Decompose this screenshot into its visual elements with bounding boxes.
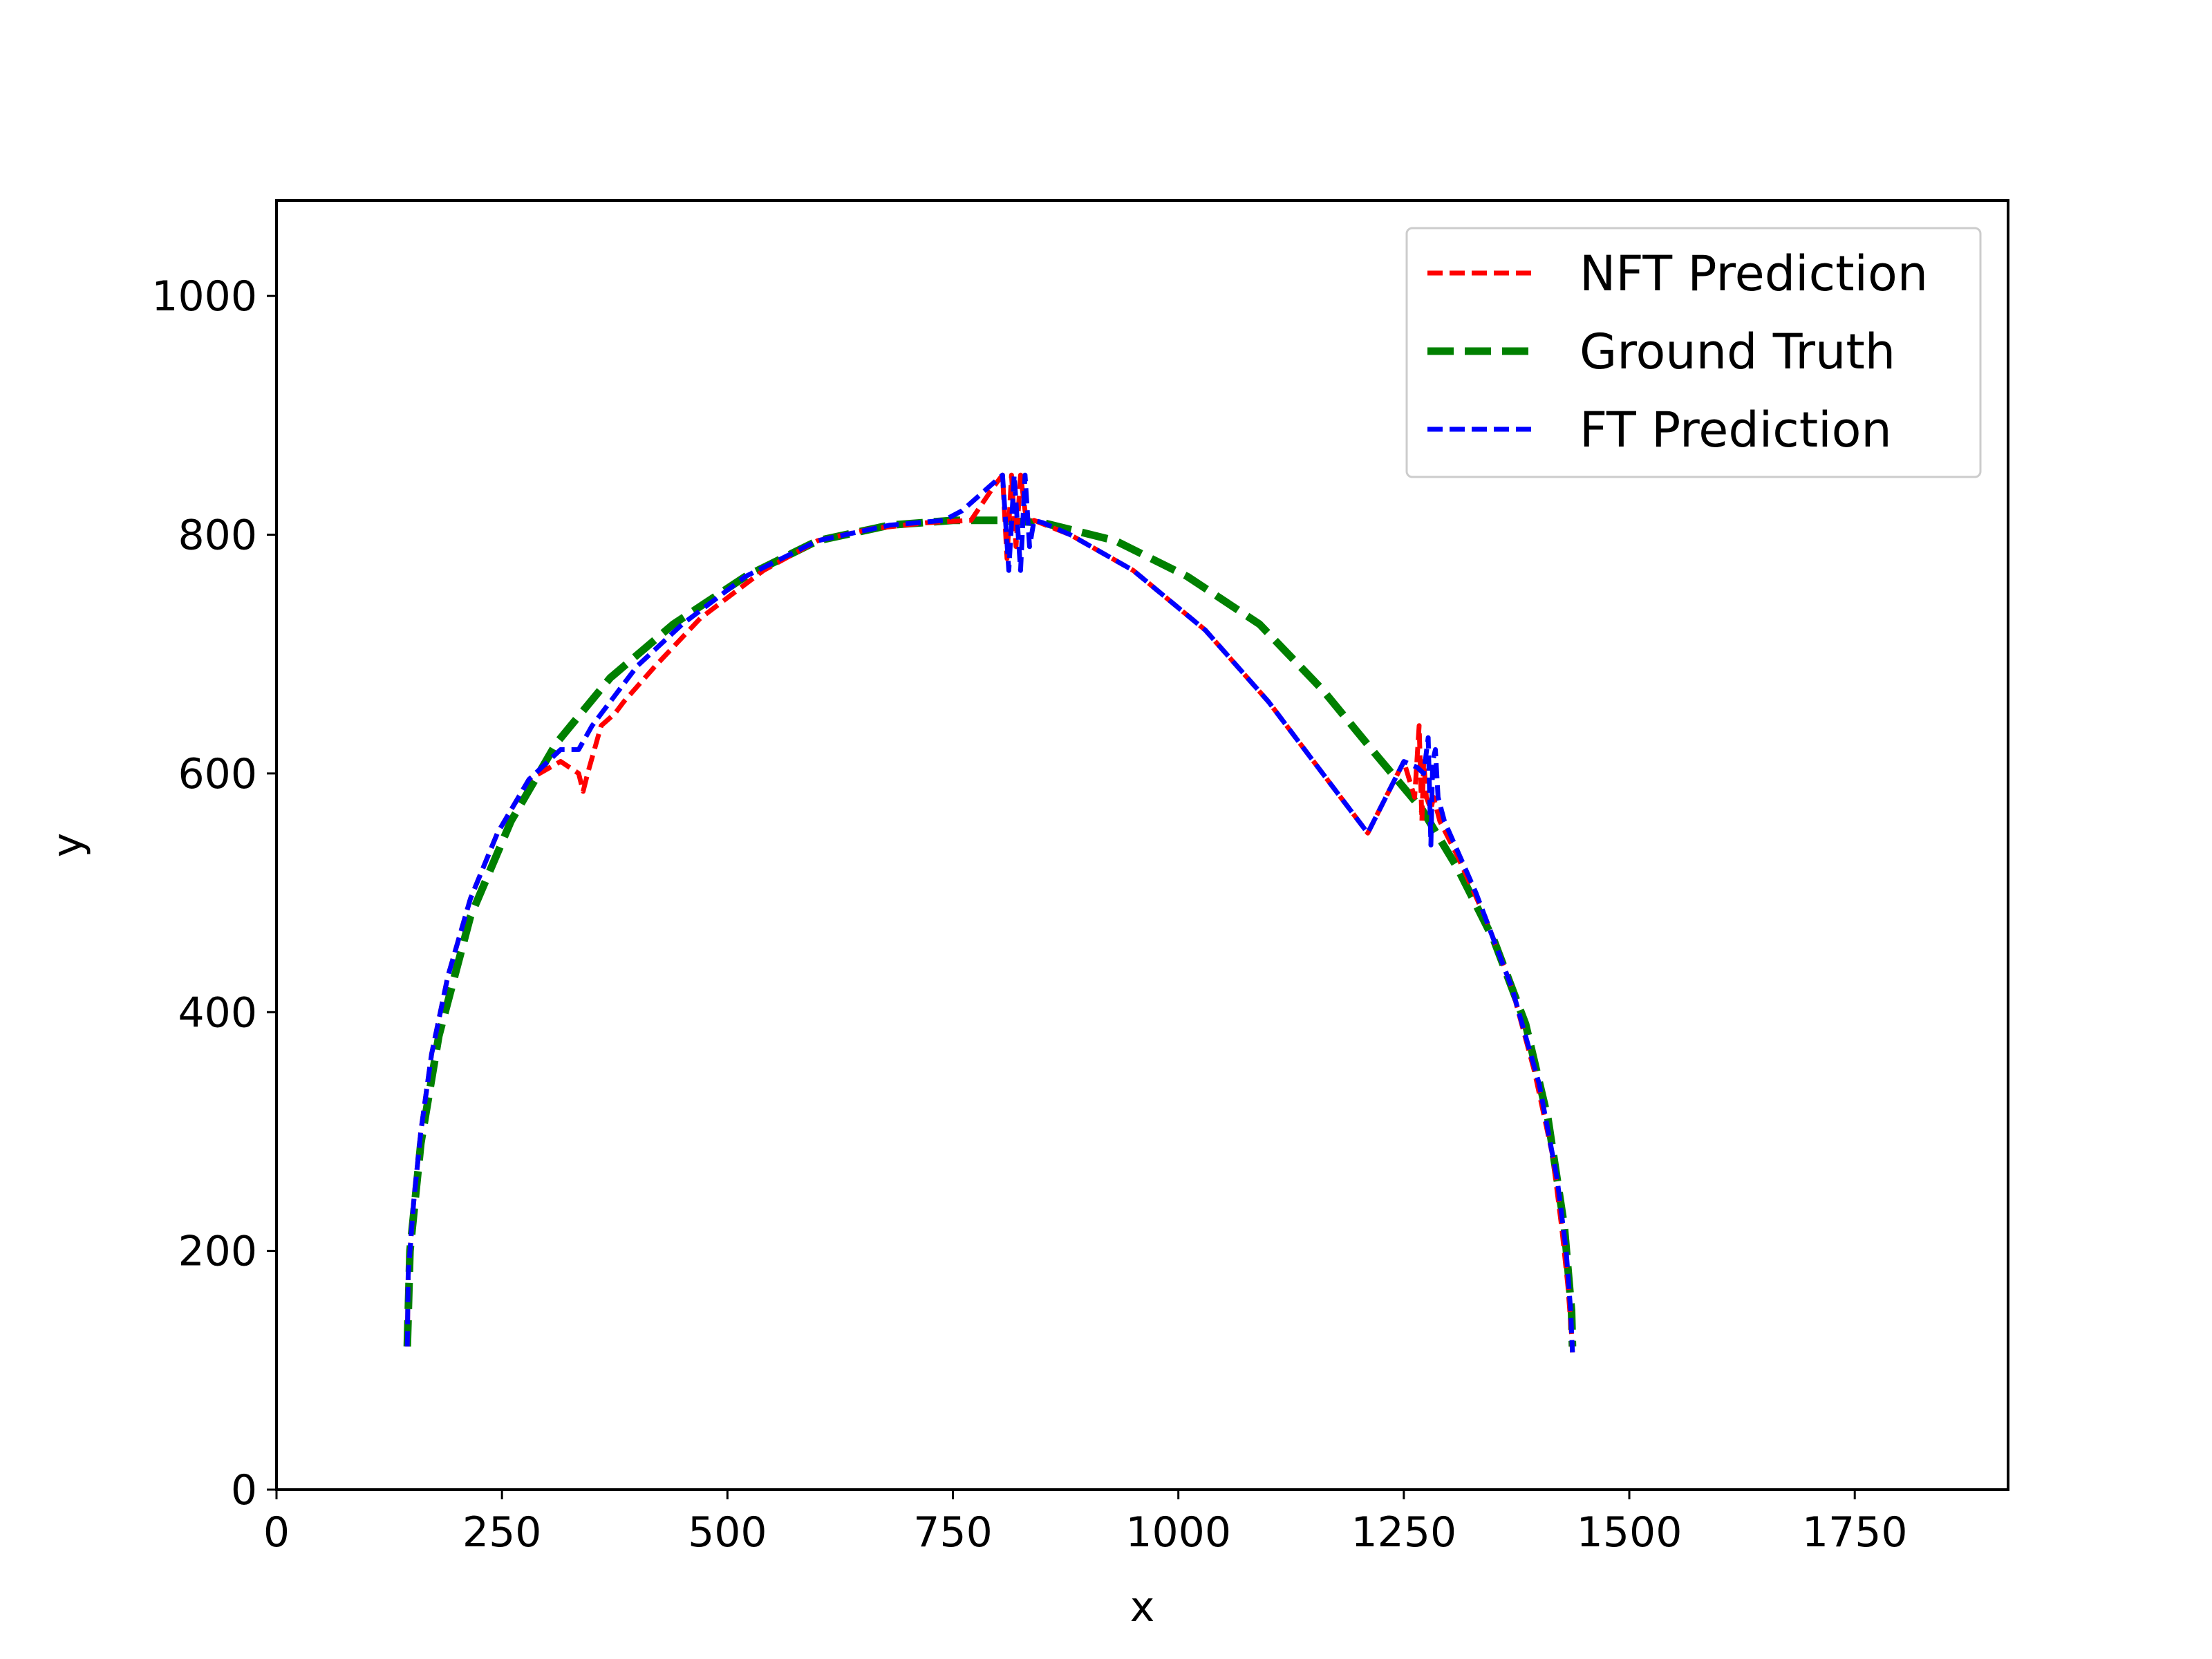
legend-label-ground-truth: Ground Truth (1580, 324, 1895, 380)
y-tick-label: 0 (231, 1466, 257, 1515)
x-axis-title: x (1130, 1583, 1155, 1631)
y-tick-label: 1000 (151, 272, 257, 321)
x-tick-label: 750 (913, 1508, 993, 1557)
x-tick-label: 250 (462, 1508, 542, 1557)
y-tick-label: 400 (178, 988, 257, 1037)
legend-item-ground-truth: Ground Truth (1427, 324, 1895, 380)
series-line-ft-prediction (404, 472, 1575, 1353)
x-tick-label: 1750 (1802, 1508, 1908, 1557)
y-tick-label: 600 (178, 750, 257, 798)
legend-item-ft: FT Prediction (1427, 402, 1892, 458)
x-tick-label: 1500 (1577, 1508, 1683, 1557)
x-tick-label: 0 (263, 1508, 290, 1557)
axis-ticks: 0 250 500 750 1000 1250 1500 1750 0 200 400 600 800 1… (151, 272, 1907, 1557)
y-tick-label: 200 (178, 1228, 257, 1276)
series-line-nft-prediction (404, 472, 1575, 1353)
y-axis-title: y (44, 833, 92, 858)
x-tick-label: 1000 (1125, 1508, 1231, 1557)
y-tick-label: 800 (178, 512, 257, 560)
legend: NFT Prediction Ground Truth FT Predictio… (1405, 227, 1982, 478)
x-tick-label: 1250 (1351, 1508, 1457, 1557)
plot-area (403, 472, 1577, 1353)
plot-frame (275, 199, 2009, 1491)
legend-box (1405, 227, 1982, 478)
legend-item-nft: NFT Prediction (1427, 245, 1928, 302)
series-line-ground-truth (403, 516, 1577, 1347)
x-tick-label: 500 (688, 1508, 767, 1557)
legend-label-ft: FT Prediction (1580, 402, 1892, 458)
legend-label-nft: NFT Prediction (1580, 245, 1928, 302)
